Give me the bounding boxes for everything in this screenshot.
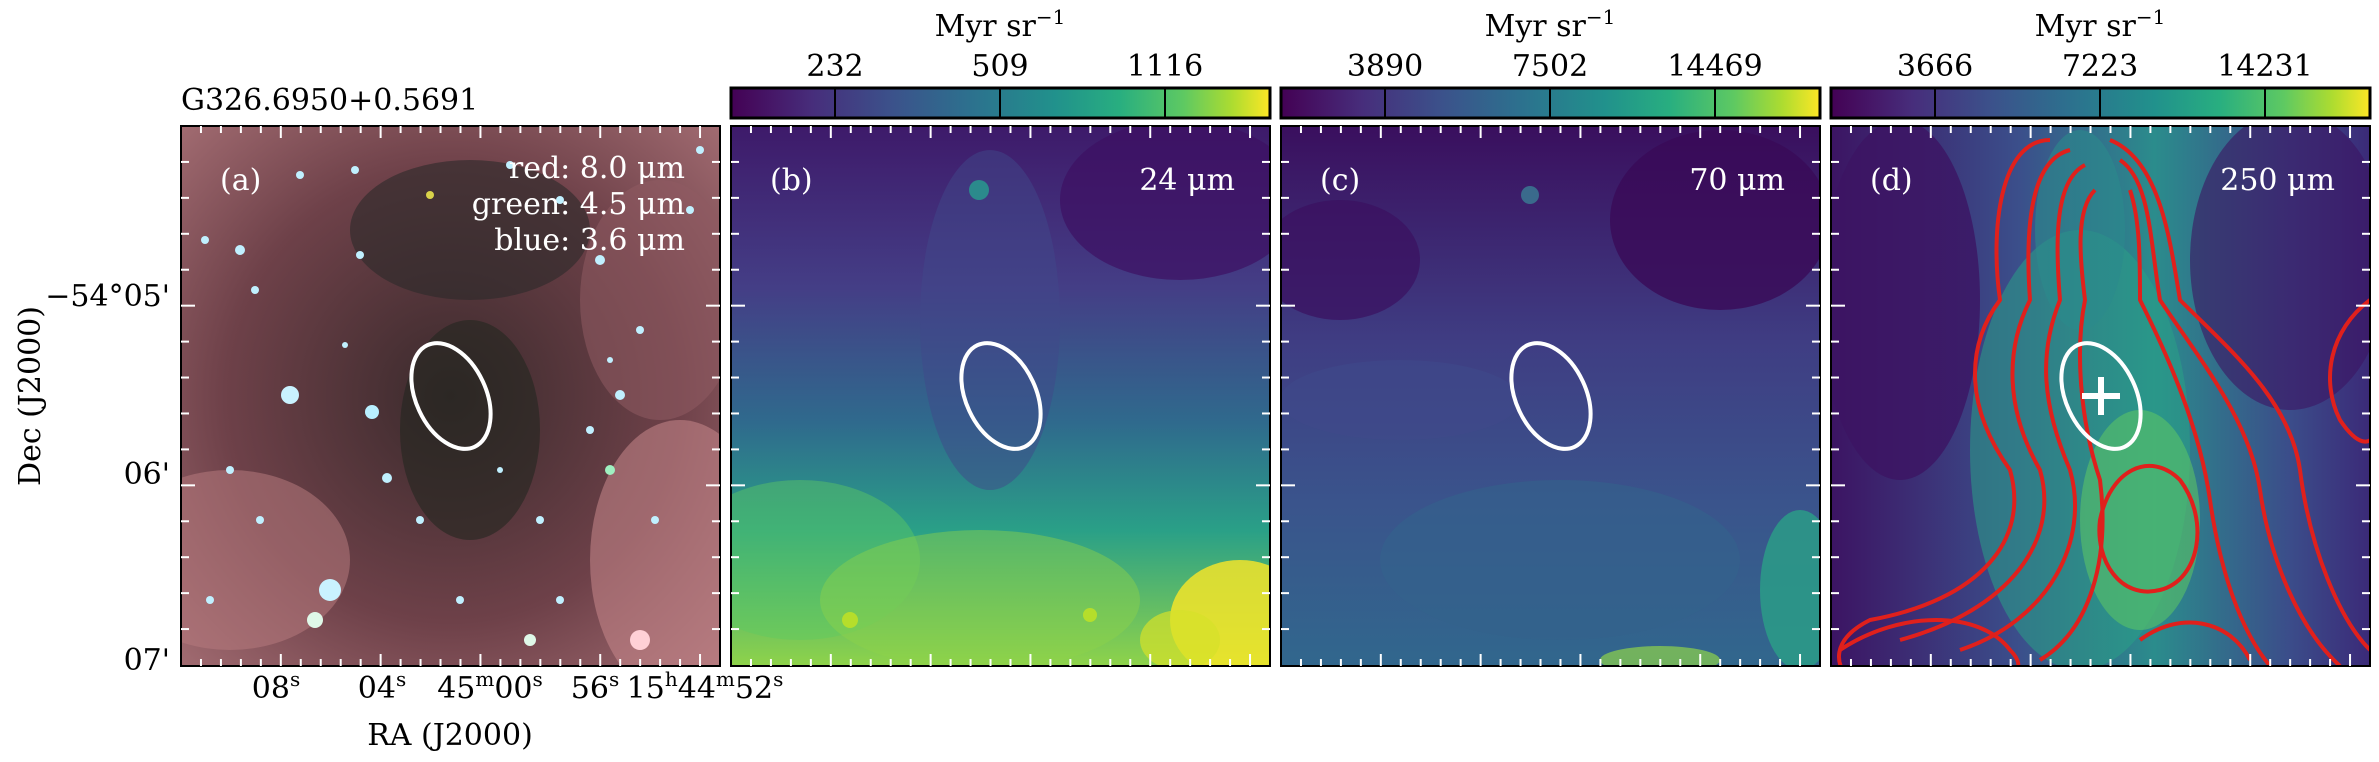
panel-b: (b) 24 μm 232 509 1116 Myr sr−1	[729, 5, 1272, 667]
panel-d: (d) 250 μm 3666 7223 14231 Myr sr−1	[1829, 5, 2372, 667]
ra-tick-labels: 08s 04s 45m00s 56s 15h44m52s	[252, 667, 784, 706]
dec-axis-label: Dec (J2000)	[13, 306, 48, 486]
colorbar-c-unit: Myr sr−1	[1485, 5, 1616, 44]
ra-tick-label: 15h44m52s	[627, 667, 784, 706]
ra-tick-label: 04s	[358, 667, 406, 706]
colorbar-b-unit: Myr sr−1	[935, 5, 1066, 44]
dec-tick-label: 07'	[124, 643, 170, 678]
panel-a-legend-blue: blue: 3.6 μm	[494, 223, 685, 258]
dec-tick-label: −54°05'	[45, 279, 170, 314]
panel-c: (c) 70 μm 3890 7502 14469 Myr sr−1	[1279, 5, 1822, 667]
ra-axis-label: RA (J2000)	[367, 718, 533, 753]
colorbar-c-tick-3: 14469	[1667, 49, 1762, 84]
panel-a-legend-green: green: 4.5 μm	[472, 187, 685, 222]
panel-b-letter: (b)	[770, 163, 813, 198]
panel-b-band: 24 μm	[1139, 163, 1235, 198]
panel-d-band: 250 μm	[2220, 163, 2335, 198]
ra-tick-label: 45m00s	[437, 667, 543, 706]
colorbar-d-tick-1: 3666	[1897, 49, 1973, 84]
source-name: G326.6950+0.5691	[181, 83, 478, 118]
ra-tick-label: 08s	[252, 667, 300, 706]
colorbar-d-unit: Myr sr−1	[2035, 5, 2166, 44]
colorbar-d-tick-2: 7223	[2062, 49, 2138, 84]
colorbar-c-tick-1: 3890	[1347, 49, 1423, 84]
aperture-ellipse-b	[959, 341, 1043, 451]
aperture-ellipse-c	[1509, 341, 1593, 451]
star-field	[201, 146, 704, 650]
colorbar-b-tick-1: 232	[806, 49, 863, 84]
colorbar-c-tick-2: 7502	[1512, 49, 1588, 84]
contours	[1837, 138, 2370, 666]
dec-tick-label: 06'	[124, 457, 170, 492]
panel-c-band: 70 μm	[1689, 163, 1785, 198]
panel-c-letter: (c)	[1320, 163, 1360, 198]
colorbar-d-tick-3: 14231	[2217, 49, 2312, 84]
panel-a: (a) red: 8.0 μm green: 4.5 μm blue: 3.6 …	[180, 125, 721, 667]
peak-cross-marker	[2082, 377, 2120, 415]
ra-tick-label: 56s	[571, 667, 619, 706]
colorbar-b-tick-3: 1116	[1127, 49, 1203, 84]
colorbar-b-tick-2: 509	[971, 49, 1028, 84]
aperture-ellipse-a	[409, 341, 493, 451]
panel-d-letter: (d)	[1870, 163, 1913, 198]
panel-a-letter: (a)	[220, 163, 261, 198]
aperture-ellipse-d	[2059, 341, 2143, 451]
panel-a-legend-red: red: 8.0 μm	[509, 151, 685, 186]
axis-ticks	[181, 126, 2370, 666]
